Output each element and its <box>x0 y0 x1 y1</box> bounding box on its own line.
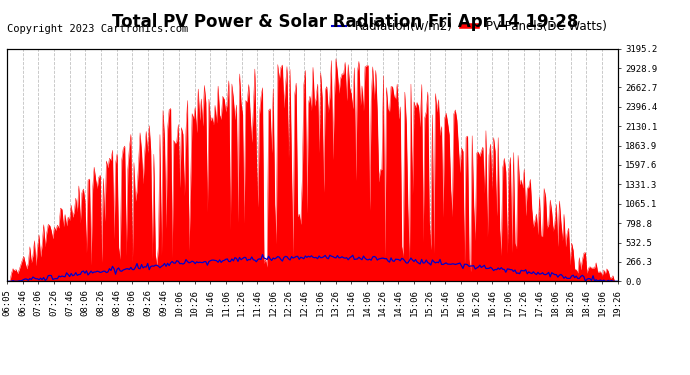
Legend: Radiation(w/m2), PV Panels(DC Watts): Radiation(w/m2), PV Panels(DC Watts) <box>327 15 611 38</box>
Text: Copyright 2023 Cartronics.com: Copyright 2023 Cartronics.com <box>7 24 188 34</box>
Text: Total PV Power & Solar Radiation Fri Apr 14 19:28: Total PV Power & Solar Radiation Fri Apr… <box>112 13 578 31</box>
